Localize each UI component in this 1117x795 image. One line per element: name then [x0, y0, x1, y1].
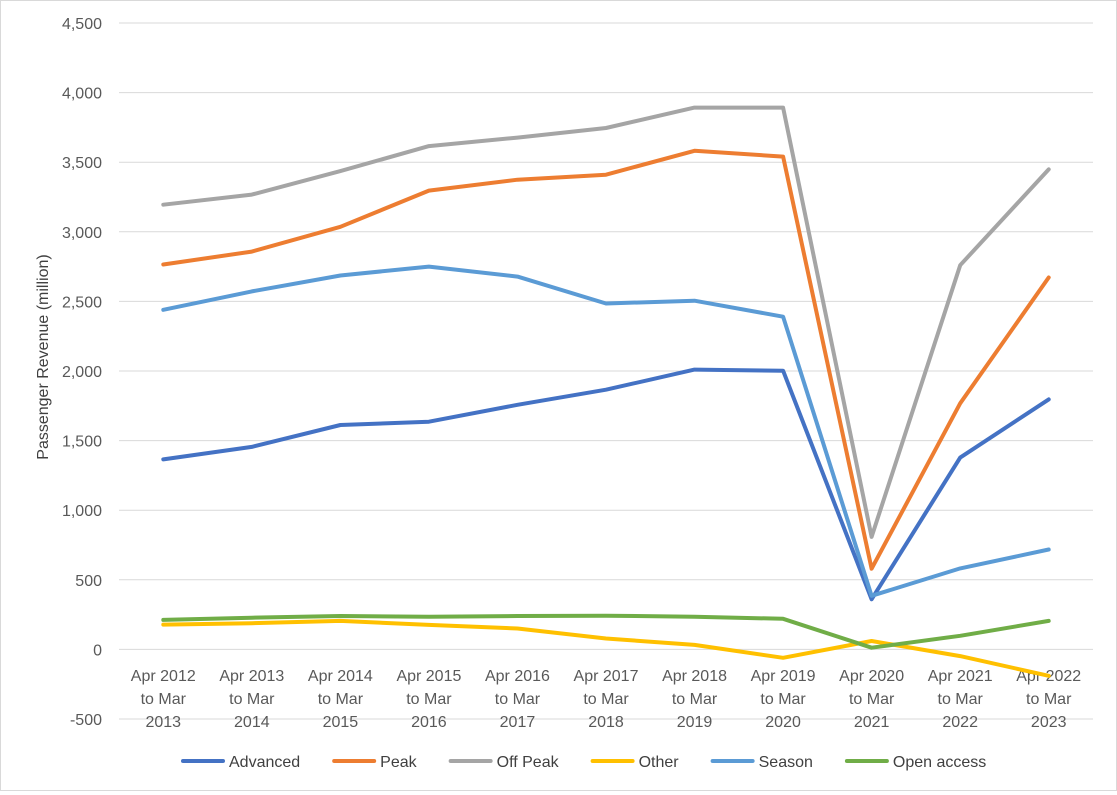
- y-axis-title: Passenger Revenue (million): [35, 254, 52, 459]
- x-tick-label: Apr 2016 to Mar 2017: [485, 668, 550, 731]
- series-line-peak: [161, 148, 1051, 571]
- y-tick-label: 2,500: [62, 294, 102, 311]
- legend-item-advanced: Advanced: [181, 754, 300, 771]
- x-tick-label: Apr 2014 to Mar 2015: [308, 668, 373, 731]
- y-axis-tick-labels: -500 0 500 1,000 1,500 2,000 2,500 3,000 3,500 4,…: [62, 16, 102, 729]
- x-tick-label: Apr 2021 to Mar 2022: [928, 668, 993, 731]
- series-line-off-peak: [161, 105, 1051, 539]
- series-line-advanced: [161, 367, 1051, 602]
- y-tick-label: 3,500: [62, 155, 102, 172]
- legend: Advanced Peak Off Peak Other Season Open acce…: [181, 754, 986, 771]
- y-tick-label: 1,500: [62, 434, 102, 451]
- x-tick-label: Apr 2013 to Mar 2014: [219, 668, 284, 731]
- y-tick-label: 4,000: [62, 86, 102, 103]
- legend-label: Open access: [893, 754, 986, 771]
- x-tick-label: Apr 2019 to Mar 2020: [751, 668, 816, 731]
- series-line-other: [161, 618, 1051, 678]
- x-tick-label: Apr 2020 to Mar 2021: [839, 668, 904, 731]
- y-tick-label: 4,500: [62, 16, 102, 33]
- gridlines: [119, 22, 1093, 720]
- legend-label: Off Peak: [497, 754, 560, 771]
- legend-label: Season: [759, 754, 813, 771]
- y-tick-label: -500: [70, 712, 102, 729]
- legend-item-off-peak: Off Peak: [448, 754, 560, 771]
- series-line-open-access: [161, 613, 1051, 650]
- y-tick-label: 500: [75, 573, 102, 590]
- legend-item-season: Season: [710, 754, 813, 771]
- x-tick-label: Apr 2017 to Mar 2018: [574, 668, 639, 731]
- y-tick-label: 0: [93, 642, 102, 659]
- x-axis-tick-labels: Apr 2012 to Mar 2013 Apr 2013 to Mar 2014 Apr …: [131, 668, 1081, 731]
- legend-label: Peak: [380, 754, 417, 771]
- y-tick-label: 1,000: [62, 503, 102, 520]
- series-line-season: [161, 264, 1051, 598]
- x-tick-label: Apr 2012 to Mar 2013: [131, 668, 196, 731]
- legend-item-other: Other: [590, 754, 680, 771]
- series-lines: [161, 105, 1051, 678]
- y-tick-label: 2,000: [62, 364, 102, 381]
- x-tick-label: Apr 2015 to Mar 2016: [396, 668, 461, 731]
- legend-label: Other: [639, 754, 680, 771]
- legend-item-peak: Peak: [332, 754, 418, 771]
- x-tick-label: Apr 2018 to Mar 2019: [662, 668, 727, 731]
- y-tick-label: 3,000: [62, 225, 102, 242]
- legend-label: Advanced: [229, 754, 300, 771]
- legend-item-open-access: Open access: [844, 754, 986, 771]
